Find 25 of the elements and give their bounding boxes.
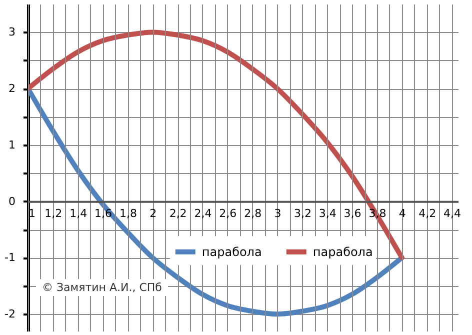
x-tick-label: 3,2: [294, 206, 312, 220]
x-tick-label: 3,6: [344, 206, 362, 220]
x-tick-label: 2: [150, 206, 157, 220]
legend-label: парабола: [202, 244, 262, 259]
y-tick-label: 1: [8, 138, 16, 152]
y-tick-label: 2: [8, 82, 16, 96]
x-tick-label: 2,6: [219, 206, 237, 220]
legend-label: парабола: [312, 244, 373, 259]
x-tick-label: 2,4: [194, 206, 212, 220]
x-tick-label: 4: [398, 206, 406, 220]
x-tick-label: 3: [274, 206, 282, 220]
annotation: © Замятин А.И., СПб: [36, 279, 168, 296]
y-tick-label: 3: [8, 26, 16, 39]
y-tick-label: -1: [4, 251, 16, 264]
x-tick-label: 4,2: [418, 206, 436, 220]
x-tick-label: 1,2: [44, 206, 62, 220]
x-tick-label: 2,2: [169, 206, 187, 220]
x-tick-label: 4,4: [444, 206, 462, 220]
x-tick-label: 3,4: [318, 206, 336, 220]
x-tick-label: 2,8: [244, 206, 262, 220]
x-tick-label: 1,4: [70, 206, 88, 220]
y-tick-label: 0: [8, 194, 16, 208]
x-tick-label: 1: [28, 206, 36, 220]
x-tick-label: 1,8: [119, 206, 137, 220]
y-tick-label: -2: [4, 308, 16, 321]
